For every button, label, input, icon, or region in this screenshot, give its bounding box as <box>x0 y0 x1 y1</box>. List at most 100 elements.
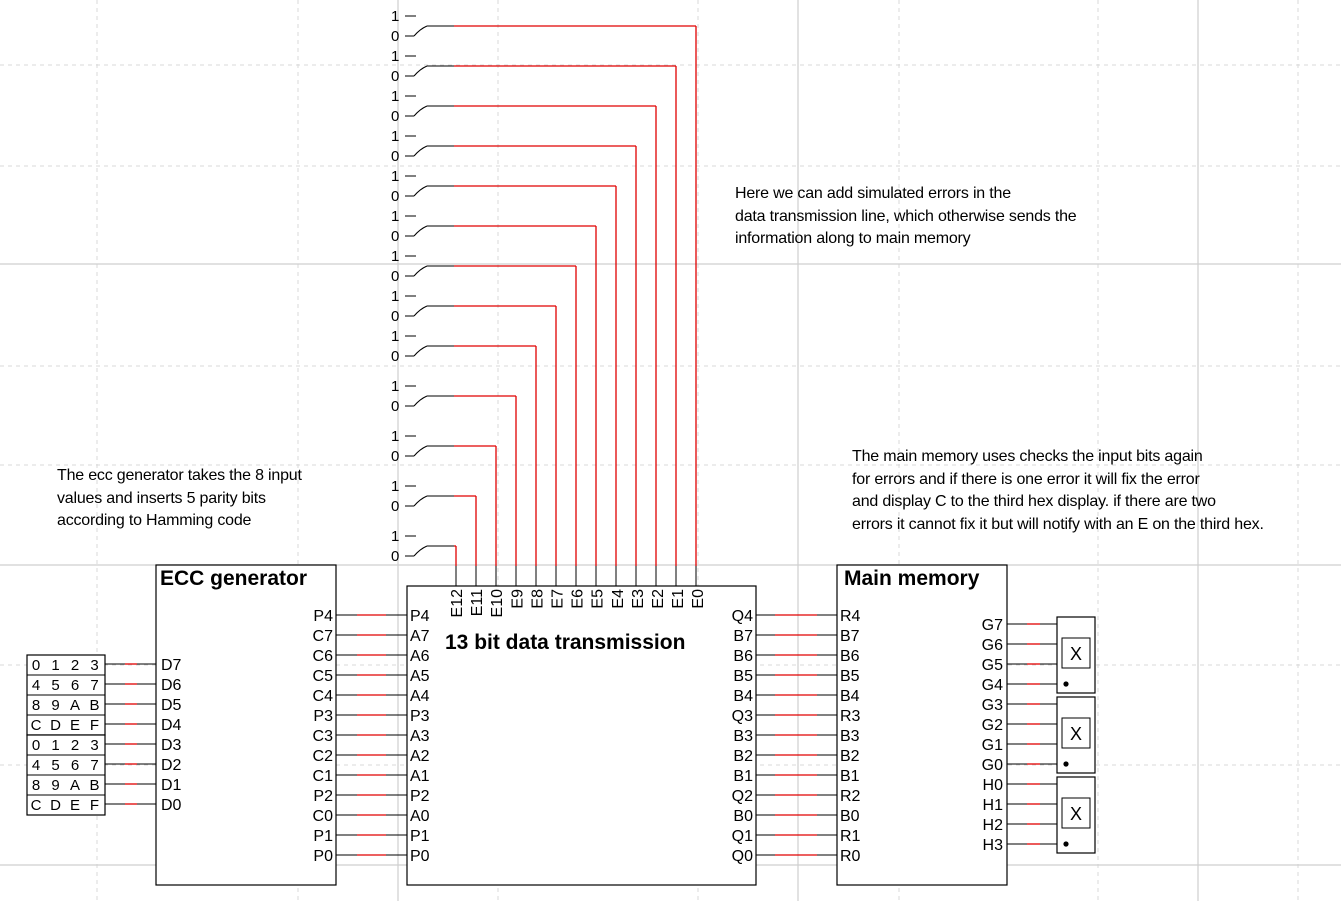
error-switch[interactable]: 10 <box>391 378 454 415</box>
tx-input-a4: A4 <box>410 688 430 705</box>
keypad-key[interactable]: 1 <box>51 737 59 754</box>
ecc-input-d6: D6 <box>161 677 182 694</box>
main-memory[interactable]: Main memory R4 B7 B6 B5 B4 R3 B3 B2 B1 R2 B0 R1 R0 G… <box>836 564 1008 886</box>
switch-off-label: 0 <box>391 68 399 85</box>
keypad-key[interactable]: C <box>31 717 42 734</box>
tx-input-a5: A5 <box>410 668 430 685</box>
keypad-key[interactable]: 5 <box>51 757 59 774</box>
mm-input-r1: R1 <box>840 828 861 845</box>
tx-input-a1: A1 <box>410 768 430 785</box>
switch-off-label: 0 <box>391 148 399 165</box>
keypad-key[interactable]: 4 <box>32 757 40 774</box>
error-switch[interactable]: 10 <box>391 88 454 125</box>
keypad-key[interactable]: 4 <box>32 677 40 694</box>
keypad-key[interactable]: 2 <box>71 657 79 674</box>
keypad-key[interactable]: A <box>70 697 80 714</box>
mm-input-b5: B5 <box>840 668 860 685</box>
switch-on-label: 1 <box>391 528 399 545</box>
keypad-key[interactable]: F <box>90 797 99 814</box>
transmission-block[interactable]: 13 bit data transmission P4 A7 A6 A5 A4 P3 A3 A… <box>406 585 757 886</box>
keypad-key[interactable]: B <box>89 697 99 714</box>
error-switch[interactable]: 10 <box>391 48 454 85</box>
error-switch[interactable]: 10 <box>391 528 454 565</box>
keypad-key[interactable]: 7 <box>90 757 98 774</box>
keypad-key[interactable]: 2 <box>71 737 79 754</box>
ecc-generator[interactable]: ECC generator D7 D6 D5 D4 D3 D2 D1 D0 P4 C7 C6 C5 C… <box>155 564 337 886</box>
tx-output-q2: Q2 <box>732 788 753 805</box>
ecc-output-c4: C4 <box>313 688 334 705</box>
switch-off-label: 0 <box>391 498 399 515</box>
keypad-key[interactable]: 8 <box>32 697 40 714</box>
mm-output-g6: G6 <box>982 637 1003 654</box>
keypad-key[interactable]: F <box>90 717 99 734</box>
note-line: values and inserts 5 parity bits <box>57 489 266 507</box>
hex-keypads: 0 1 2 34 5 6 78 9 A BC D E F0 1 2 34 5 6 78 9 A BC D E F <box>26 654 106 816</box>
tx-input-p0: P0 <box>410 848 430 865</box>
keypad-key[interactable]: 7 <box>90 677 98 694</box>
tx-error-e8: E8 <box>529 589 546 609</box>
hex-display: X <box>1056 616 1096 694</box>
keypad-key[interactable]: 6 <box>71 757 79 774</box>
error-switch[interactable]: 10 <box>391 248 454 285</box>
mm-input-b7: B7 <box>840 628 860 645</box>
ecc-input-d3: D3 <box>161 737 182 754</box>
switch-on-label: 1 <box>391 48 399 65</box>
error-switch[interactable]: 10 <box>391 168 454 205</box>
keypad-key[interactable]: 5 <box>51 677 59 694</box>
switch-on-label: 1 <box>391 328 399 345</box>
ecc-output-p2: P2 <box>313 788 333 805</box>
note-line: and display C to the third hex display. … <box>852 493 1216 510</box>
error-switch[interactable]: 10 <box>391 208 454 245</box>
hex-keypad[interactable]: 0 1 2 3 4 5 6 7 8 9 A B C D E F <box>26 654 106 736</box>
ecc-output-p4: P4 <box>313 608 333 625</box>
mm-input-b4: B4 <box>840 688 860 705</box>
tx-error-e3: E3 <box>630 589 647 609</box>
tx-input-a2: A2 <box>410 748 430 765</box>
error-switch[interactable]: 10 <box>391 428 454 465</box>
note-main-memory: The main memory uses checks the input bi… <box>852 446 1264 536</box>
error-switch[interactable]: 10 <box>391 478 454 515</box>
hex-displays: X X X <box>1056 616 1096 854</box>
tx-input-a6: A6 <box>410 648 430 665</box>
switch-lever <box>413 265 428 277</box>
mm-output-h2: H2 <box>983 817 1004 834</box>
ecc-output-p1: P1 <box>313 828 333 845</box>
tx-error-e0: E0 <box>690 589 707 609</box>
keypad-key[interactable]: 3 <box>90 737 98 754</box>
error-switch[interactable]: 10 <box>391 328 454 365</box>
keypad-key[interactable]: B <box>89 777 99 794</box>
keypad-key[interactable]: A <box>70 777 80 794</box>
error-switch[interactable]: 10 <box>391 288 454 325</box>
keypad-key[interactable]: 3 <box>90 657 98 674</box>
keypad-key[interactable]: 0 <box>32 737 40 754</box>
mm-output-h3: H3 <box>983 837 1004 854</box>
keypad-key[interactable]: D <box>50 717 61 734</box>
switch-lever <box>413 395 428 407</box>
switch-on-label: 1 <box>391 88 399 105</box>
ecc-output-c1: C1 <box>313 768 334 785</box>
error-switch[interactable]: 10 <box>391 128 454 165</box>
keypad-key[interactable]: 0 <box>32 657 40 674</box>
switch-on-label: 1 <box>391 8 399 25</box>
keypad-key[interactable]: E <box>70 797 80 814</box>
switch-off-label: 0 <box>391 268 399 285</box>
switch-lever <box>413 25 428 37</box>
keypad-key[interactable]: E <box>70 717 80 734</box>
ecc-input-d4: D4 <box>161 717 182 734</box>
note-line: The main memory uses checks the input bi… <box>852 448 1203 465</box>
keypad-key[interactable]: C <box>31 797 42 814</box>
keypad-key[interactable]: 9 <box>51 697 59 714</box>
tx-input-a0: A0 <box>410 808 430 825</box>
switch-lever <box>413 445 428 457</box>
hex-keypad[interactable]: 0 1 2 3 4 5 6 7 8 9 A B C D E F <box>26 734 106 816</box>
keypad-key[interactable]: D <box>50 797 61 814</box>
main-memory-title: Main memory <box>844 567 980 590</box>
error-switch[interactable]: 10 <box>391 8 454 45</box>
keypad-key[interactable]: 8 <box>32 777 40 794</box>
keypad-key[interactable]: 6 <box>71 677 79 694</box>
keypad-key[interactable]: 1 <box>51 657 59 674</box>
note-line: Here we can add simulated errors in the <box>735 185 1011 202</box>
tx-input-a7: A7 <box>410 628 430 645</box>
keypad-key[interactable]: 9 <box>51 777 59 794</box>
